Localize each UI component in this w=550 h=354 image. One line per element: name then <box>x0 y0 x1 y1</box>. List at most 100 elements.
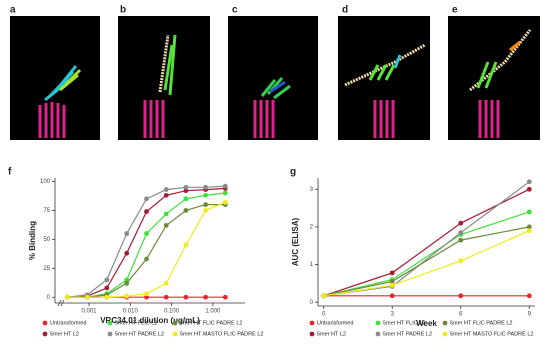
data-point <box>144 291 149 297</box>
data-point <box>458 220 464 226</box>
legend-label: 5mer HT MASTO FLIC PADRE L2 <box>180 331 263 337</box>
data-point <box>144 209 149 214</box>
data-point <box>203 294 209 300</box>
series-line <box>67 185 226 298</box>
y-tick-label: 50 <box>43 237 50 243</box>
data-point <box>163 187 169 192</box>
data-point <box>458 230 464 235</box>
legend-swatch <box>172 320 178 326</box>
data-point <box>124 250 130 256</box>
legend-label: 5mer HT MASTO FLIC PADRE L2 <box>450 331 533 337</box>
data-point <box>389 293 395 299</box>
legend-label: 5mer HT FLIC PADRE L2 <box>180 320 242 326</box>
data-point <box>124 231 130 236</box>
data-point <box>526 293 532 299</box>
data-point <box>183 294 189 300</box>
data-point <box>124 280 130 286</box>
protein-art <box>38 29 532 138</box>
data-point <box>222 190 228 196</box>
y-tick-label: 1 <box>310 262 314 268</box>
panel-label: b <box>120 5 126 16</box>
panel-label: e <box>452 5 458 16</box>
data-point <box>203 192 209 198</box>
x-tick-label: 1.000 <box>205 309 221 315</box>
series-line <box>323 226 530 297</box>
data-point <box>203 184 209 190</box>
data-point <box>458 293 464 299</box>
series-line <box>67 201 226 298</box>
legend-swatch <box>442 331 448 337</box>
data-point <box>163 223 169 228</box>
data-point <box>163 294 169 300</box>
legend-label: Untransformed <box>50 320 86 326</box>
data-point <box>222 183 228 189</box>
data-point <box>183 208 189 213</box>
legend-label: 5mer HT FLIC L2 <box>115 320 157 326</box>
legend-label: 5mer HT L2 <box>50 331 79 337</box>
x-tick-label: 3 <box>391 312 395 318</box>
data-point <box>163 192 169 198</box>
data-point <box>104 294 110 300</box>
panel-label: a <box>10 5 16 16</box>
legend-label: 5mer HT L2 <box>317 331 346 337</box>
data-point <box>144 294 149 300</box>
panel-label: c <box>232 5 238 16</box>
legend-label: 5mer HT PADRE L2 <box>383 331 432 337</box>
series-line <box>323 188 530 297</box>
data-point <box>163 211 169 217</box>
data-point <box>526 186 532 192</box>
legend-label: 5mer HT PADRE L2 <box>115 331 164 337</box>
x-axis-title: Week <box>416 319 437 328</box>
data-point <box>84 294 90 300</box>
data-point <box>183 196 189 202</box>
structure-panels <box>10 16 540 140</box>
data-point <box>389 282 395 288</box>
data-point <box>144 231 149 236</box>
data-point <box>222 294 228 300</box>
legend-label: 5mer HT FLIC L2 <box>383 320 425 326</box>
legend-swatch <box>375 320 381 326</box>
x-tick-label: 0.100 <box>164 309 180 315</box>
legend-swatch <box>309 331 315 337</box>
data-point <box>389 270 395 276</box>
panel-label: g <box>290 167 296 178</box>
legend-swatch <box>107 331 113 337</box>
data-point <box>124 293 130 299</box>
data-point <box>222 199 228 205</box>
data-point <box>144 256 149 262</box>
legend-swatch <box>172 331 178 337</box>
y-axis-title: % Binding <box>28 221 37 260</box>
data-point <box>526 179 532 185</box>
y-tick-label: 2 <box>310 225 314 231</box>
x-tick-label: 0 <box>322 312 326 318</box>
legend-swatch <box>309 320 315 326</box>
data-point <box>203 202 209 208</box>
series-line <box>323 211 530 297</box>
panel-bg <box>338 16 430 140</box>
data-point <box>203 208 209 213</box>
series-line <box>323 181 530 297</box>
data-point <box>144 196 149 202</box>
data-point <box>458 237 464 243</box>
x-axis-title: VRC34.01 dilution (μg/mL) <box>100 316 200 325</box>
data-point <box>458 258 464 264</box>
data-point <box>526 228 532 234</box>
data-point <box>124 277 130 283</box>
legend-label: Untransformed <box>317 320 353 326</box>
panel-label: f <box>8 167 12 178</box>
y-axis-title: AUC (ELISA) <box>291 217 300 266</box>
legend-swatch <box>442 320 448 326</box>
panel-bg <box>10 16 100 140</box>
y-tick-label: 75 <box>43 208 50 214</box>
series-line <box>67 187 226 298</box>
data-point <box>104 277 110 283</box>
data-point <box>183 184 189 190</box>
legend-swatch <box>375 331 381 337</box>
series-line <box>67 192 226 298</box>
legend-swatch <box>107 320 113 326</box>
data-point <box>163 280 169 286</box>
data-point <box>104 285 110 291</box>
data-point <box>526 224 532 230</box>
data-point <box>389 279 395 284</box>
data-point <box>321 293 327 299</box>
